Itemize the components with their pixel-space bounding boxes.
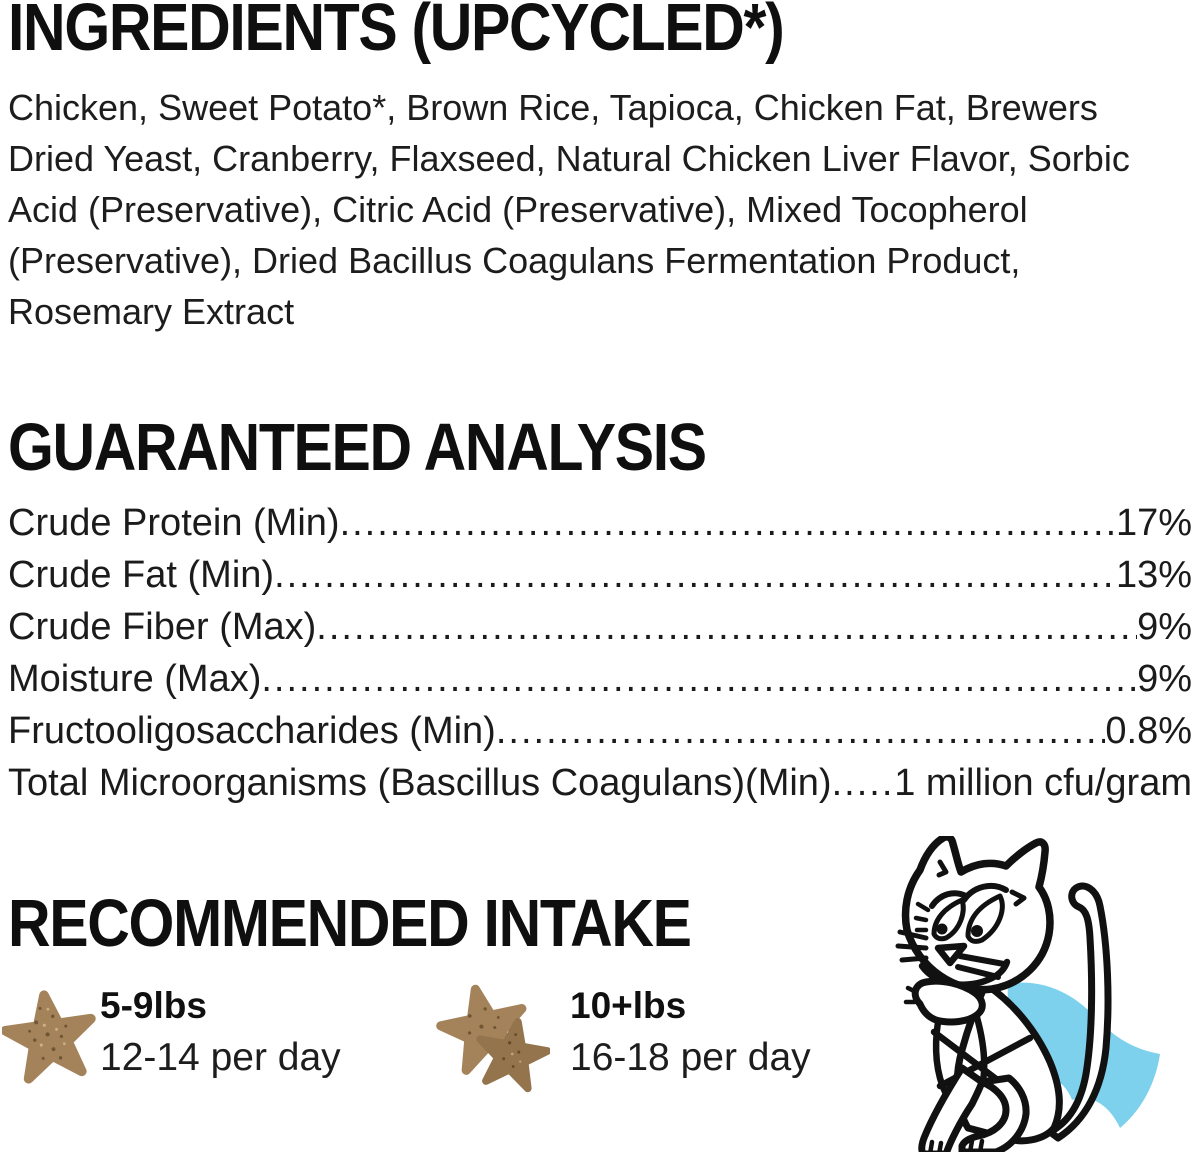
analysis-row: Moisture (Max) .........................… xyxy=(8,658,1192,710)
intake-weight-range: 5-9lbs xyxy=(100,985,207,1026)
single-star-treat-icon xyxy=(2,990,96,1084)
intake-item: 5-9lbs 12-14 per day xyxy=(100,986,341,1080)
analysis-row: Total Microorganisms (Bascillus Coagulan… xyxy=(8,762,1192,814)
intake-amount: 12-14 per day xyxy=(100,1036,341,1079)
analysis-label: Moisture (Max) xyxy=(8,658,262,700)
intake-item: 10+lbs 16-18 per day xyxy=(570,986,811,1080)
dotted-leader: ........................................… xyxy=(339,502,1116,544)
analysis-value: 9% xyxy=(1137,658,1192,700)
double-star-treat-icon xyxy=(436,984,550,1093)
guaranteed-analysis-heading: GUARANTEED ANALYSIS xyxy=(8,410,707,485)
dotted-leader: ........................................… xyxy=(495,710,1106,752)
caped-cat-illustration xyxy=(895,836,1160,1152)
analysis-value: 0.8% xyxy=(1105,710,1192,752)
analysis-row: Crude Protein (Min) ....................… xyxy=(8,502,1192,554)
dotted-leader: ........................................… xyxy=(831,762,895,804)
analysis-value: 1 million cfu/gram xyxy=(894,762,1192,804)
guaranteed-analysis-table: Crude Protein (Min) ....................… xyxy=(8,502,1192,814)
analysis-label: Crude Protein (Min) xyxy=(8,502,340,544)
analysis-label: Crude Fiber (Max) xyxy=(8,606,317,648)
analysis-value: 13% xyxy=(1115,554,1192,596)
analysis-row: Crude Fat (Min) ........................… xyxy=(8,554,1192,606)
intake-amount: 16-18 per day xyxy=(570,1036,811,1079)
analysis-label: Fructooligosaccharides (Min) xyxy=(8,710,496,752)
analysis-value: 17% xyxy=(1115,502,1192,544)
analysis-row: Crude Fiber (Max) ......................… xyxy=(8,606,1192,658)
intake-weight-range: 10+lbs xyxy=(570,985,687,1026)
recommended-intake-heading: RECOMMENDED INTAKE xyxy=(8,886,692,961)
analysis-value: 9% xyxy=(1137,606,1192,648)
ingredients-heading: INGREDIENTS (UPCYCLED*) xyxy=(8,0,785,65)
analysis-row: Fructooligosaccharides (Min) ...........… xyxy=(8,710,1192,762)
analysis-label: Total Microorganisms (Bascillus Coagulan… xyxy=(8,762,832,804)
dotted-leader: ........................................… xyxy=(274,554,1116,596)
analysis-label: Crude Fat (Min) xyxy=(8,554,275,596)
dotted-leader: ........................................… xyxy=(316,606,1137,648)
ingredients-list: Chicken, Sweet Potato*, Brown Rice, Tapi… xyxy=(8,87,1130,332)
dotted-leader: ........................................… xyxy=(261,658,1137,700)
